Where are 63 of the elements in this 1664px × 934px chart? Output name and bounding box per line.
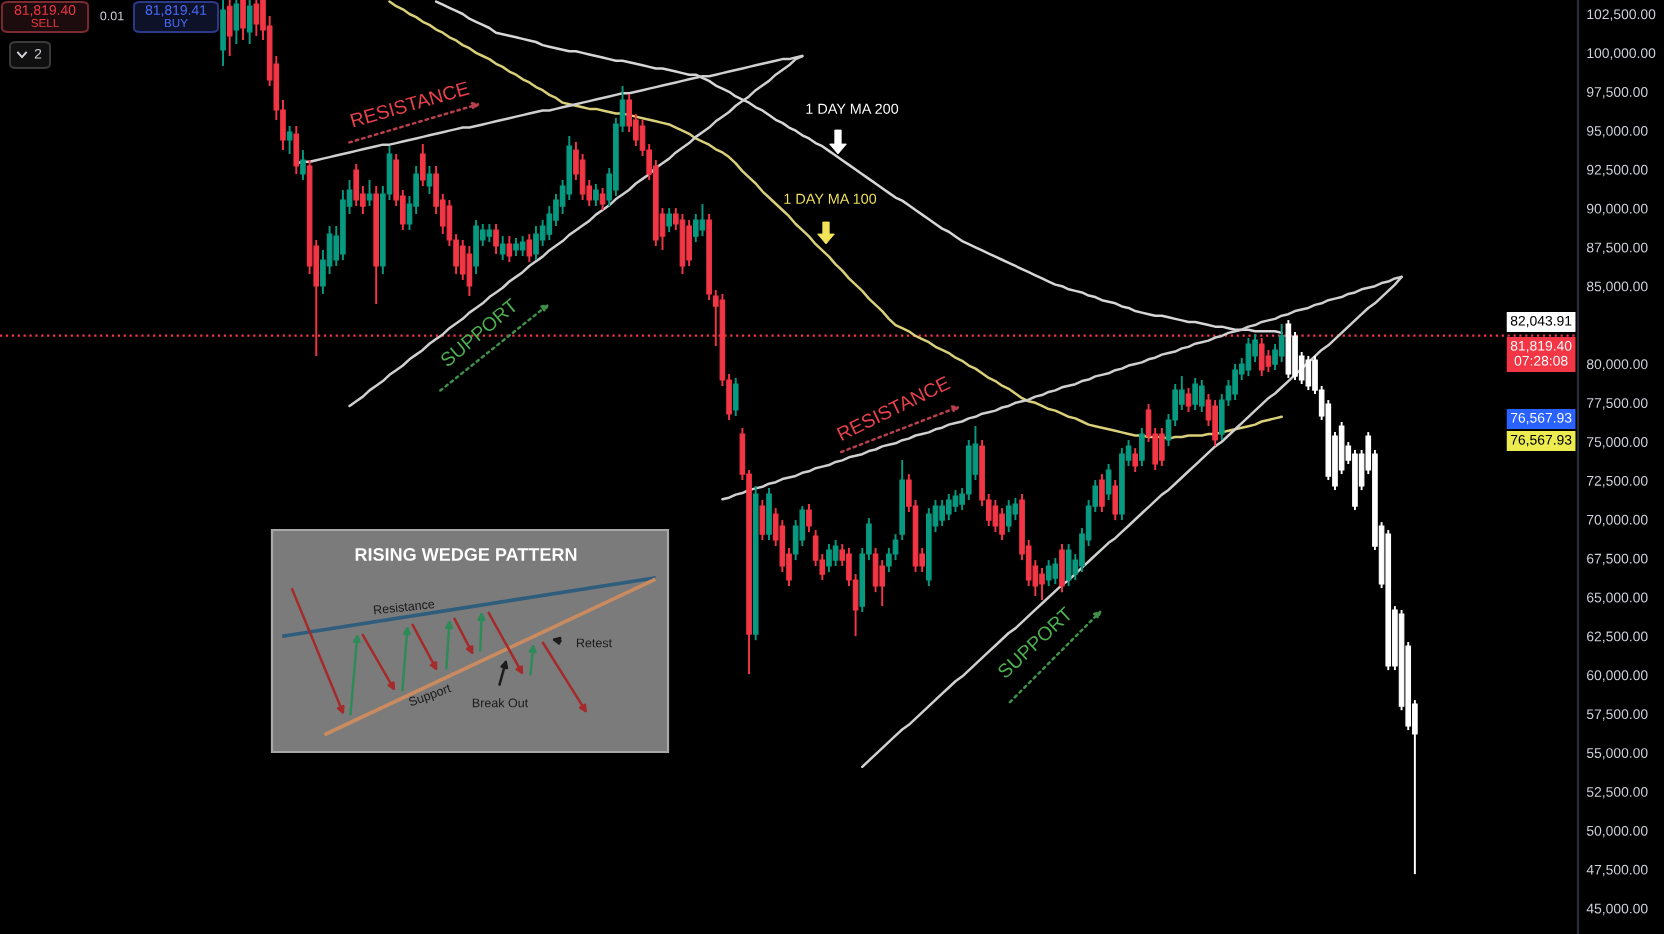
candlestick xyxy=(513,237,519,257)
candlestick xyxy=(1099,473,1105,513)
candlestick xyxy=(1198,379,1205,413)
candlestick xyxy=(952,489,959,513)
candlestick xyxy=(1105,463,1112,502)
candlestick xyxy=(939,499,945,527)
candlestick xyxy=(233,0,240,45)
candlestick xyxy=(832,539,839,567)
candlestick xyxy=(1112,479,1119,522)
candlestick xyxy=(879,559,886,608)
candlestick xyxy=(1139,427,1145,467)
candlestick xyxy=(300,149,306,181)
candlestick xyxy=(506,235,513,264)
candlestick xyxy=(1159,427,1165,467)
candlestick xyxy=(226,0,233,57)
candlestick xyxy=(1039,567,1045,602)
candlestick xyxy=(599,187,606,211)
candlestick xyxy=(286,125,293,155)
candlestick xyxy=(353,162,360,208)
candlestick xyxy=(419,143,426,187)
candlestick xyxy=(679,213,686,276)
candlestick xyxy=(1305,355,1312,392)
candlestick xyxy=(1185,387,1192,413)
candlestick xyxy=(1065,543,1072,588)
candlestick xyxy=(493,223,499,255)
candlestick xyxy=(826,543,832,574)
candlestick xyxy=(1265,348,1272,374)
candlestick xyxy=(992,499,999,534)
candlestick xyxy=(253,0,260,37)
candlestick xyxy=(293,125,300,176)
candlestick xyxy=(246,0,253,45)
candlestick xyxy=(466,245,473,297)
candlestick xyxy=(1245,337,1252,378)
candlestick xyxy=(519,235,526,257)
candlestick xyxy=(240,0,246,41)
candlestick xyxy=(1212,399,1218,448)
candlestick xyxy=(686,219,692,267)
candlestick xyxy=(593,183,599,208)
candlestick xyxy=(1232,362,1238,402)
candlestick xyxy=(426,164,433,195)
candlestick xyxy=(1278,323,1285,364)
candlestick xyxy=(1045,559,1052,588)
candlestick xyxy=(473,219,479,276)
candlestick xyxy=(1005,499,1012,534)
candlestick xyxy=(1059,543,1065,594)
candlestick xyxy=(945,493,952,522)
annotation: RISING WEDGE PATTERN xyxy=(355,548,577,561)
candlestick xyxy=(220,0,226,67)
candlestick xyxy=(366,178,373,208)
candlestick xyxy=(1192,376,1198,411)
candlestick xyxy=(499,235,506,262)
candlestick xyxy=(526,233,533,264)
candlestick xyxy=(486,223,493,243)
candlestick xyxy=(1052,557,1059,586)
candlestick xyxy=(699,203,706,238)
candlestick xyxy=(533,225,539,262)
candlestick xyxy=(766,487,772,541)
candlestick xyxy=(759,499,766,541)
candlestick xyxy=(666,207,672,234)
candlestick xyxy=(732,376,739,418)
candlestick xyxy=(999,507,1005,541)
candlestick xyxy=(806,503,812,534)
candlestick xyxy=(1132,447,1139,474)
